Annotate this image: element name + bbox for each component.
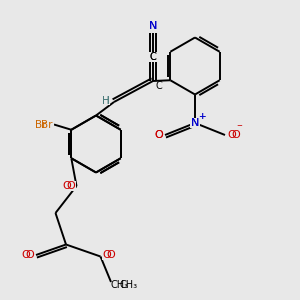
Text: CH₃: CH₃	[120, 280, 138, 290]
Text: Br: Br	[41, 119, 52, 130]
Bar	[236, 125, 242, 131]
Bar	[102, 250, 111, 260]
Text: N: N	[149, 21, 157, 32]
Text: O: O	[67, 181, 76, 191]
Bar	[39, 120, 54, 129]
Bar	[154, 130, 163, 140]
Text: H: H	[102, 95, 110, 106]
Bar	[227, 130, 236, 140]
Text: CH₃: CH₃	[111, 280, 129, 290]
Text: O: O	[227, 130, 236, 140]
Text: O: O	[154, 130, 163, 140]
Bar	[148, 22, 158, 31]
Bar	[112, 280, 128, 290]
Text: N: N	[191, 118, 199, 128]
Text: O: O	[106, 250, 115, 260]
Text: H: H	[102, 95, 110, 106]
Text: C: C	[155, 81, 162, 92]
Bar	[25, 250, 35, 260]
Text: O: O	[21, 250, 30, 260]
Text: +: +	[198, 112, 205, 121]
Bar	[190, 118, 200, 128]
Text: ⁻: ⁻	[236, 123, 242, 134]
Text: O: O	[26, 250, 34, 260]
Text: C: C	[150, 52, 156, 62]
Text: O: O	[102, 250, 111, 260]
Bar	[148, 52, 158, 62]
Bar	[66, 181, 76, 191]
Bar	[199, 113, 205, 119]
Text: C: C	[150, 52, 156, 62]
Text: O: O	[232, 130, 240, 140]
Bar	[101, 96, 110, 105]
Text: ⁻: ⁻	[236, 123, 242, 134]
Text: N: N	[191, 118, 199, 128]
Text: O: O	[154, 130, 163, 140]
Text: +: +	[198, 112, 205, 121]
Text: N: N	[149, 21, 157, 32]
Text: Br: Br	[35, 119, 46, 130]
Text: O: O	[62, 181, 71, 191]
